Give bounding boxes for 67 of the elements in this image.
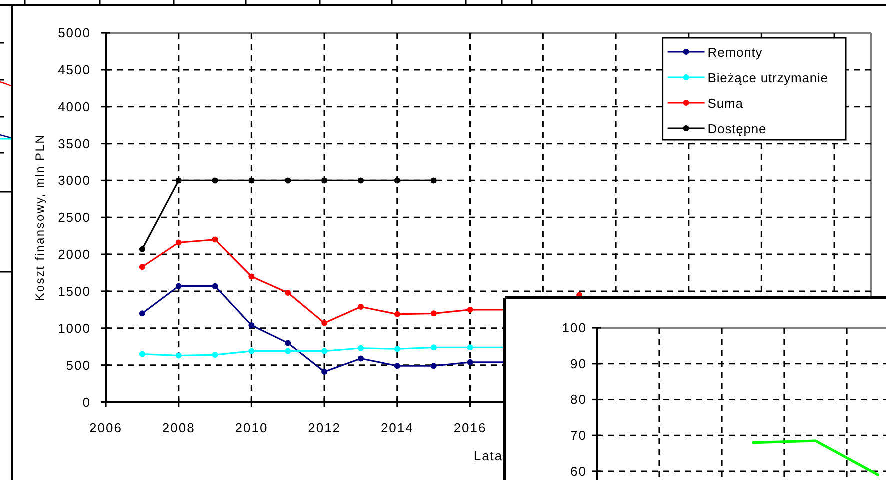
point [248,178,255,184]
point [285,178,292,184]
x-tick-label: 2006 [90,420,122,435]
point [139,246,146,252]
point [176,178,182,184]
y-axis-title: Koszt finansowy, mln PLN [33,134,47,302]
y-tick-label: 1000 [58,320,91,336]
y-tick-label: 2000 [58,247,91,262]
y-tick-label: 2500 [58,210,91,226]
point [285,348,292,354]
x-tick-label: 2010 [235,420,268,435]
x-tick-label: 2014 [380,420,414,435]
point [394,311,400,318]
point [212,283,218,290]
legend-label: Dostępne [708,121,767,136]
point [358,356,364,362]
y-tick-label: 60 [570,464,587,479]
y-tick-label: 1500 [58,284,91,300]
point [322,178,328,184]
point [176,240,182,246]
point [358,304,364,310]
point [430,344,437,351]
y-tick-label: 100 [562,320,587,336]
x-axis-title: Lata [474,448,504,463]
point [212,352,218,358]
point [139,264,146,270]
x-tick-label: 2008 [162,420,196,435]
point [248,348,255,354]
point [248,274,255,280]
point [248,322,255,328]
point [176,283,182,290]
y-tick-label: 0 [82,394,91,410]
point [285,290,292,296]
point [322,348,328,354]
x-tick-label: 2016 [454,420,487,435]
point [467,359,474,366]
legend-label: Suma [708,96,744,110]
y-tick-label: 3000 [58,173,91,188]
x-tick-label: 2012 [308,420,342,435]
point [285,340,292,346]
y-tick-label: 500 [66,358,91,373]
point [358,178,364,184]
point [212,178,218,184]
y-tick-label: 70 [570,428,587,444]
point [394,346,400,352]
point [467,344,474,351]
y-tick-label: 4000 [58,99,91,114]
point [394,178,400,184]
y-tick-label: 80 [570,392,587,408]
y-tick-label: 3500 [58,136,91,152]
legend-label: Remonty [708,44,763,60]
point [430,363,437,370]
point [394,363,400,370]
legend-label: Bieżące utrzymanie [708,70,828,85]
y-tick-label: 90 [570,356,587,372]
y-tick-label: 5000 [58,26,91,40]
point [322,369,328,376]
point [430,178,437,184]
point [139,310,146,317]
point [430,310,437,317]
point [322,320,328,326]
point [139,351,146,358]
point [467,306,474,313]
point [212,236,218,243]
y-tick-label: 4500 [58,62,91,78]
point [176,352,182,359]
point [358,345,364,352]
